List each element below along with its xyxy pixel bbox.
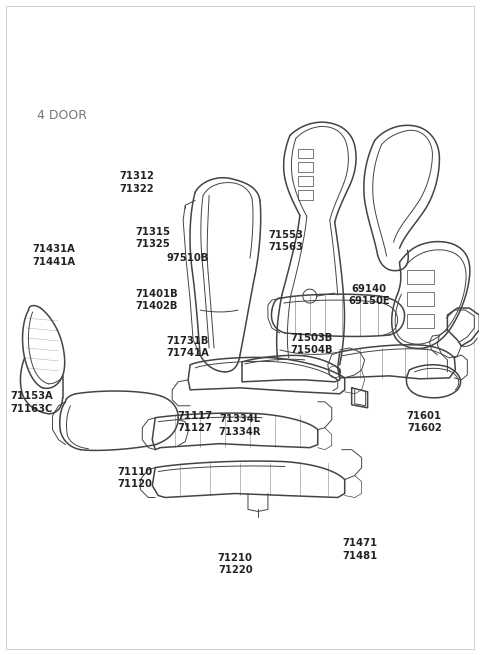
- Text: 71731B
71741A: 71731B 71741A: [166, 336, 209, 358]
- FancyBboxPatch shape: [407, 270, 434, 284]
- Text: 71503B
71504B: 71503B 71504B: [290, 333, 333, 355]
- Text: 71117
71127: 71117 71127: [178, 411, 213, 434]
- FancyBboxPatch shape: [407, 314, 434, 328]
- FancyBboxPatch shape: [298, 191, 313, 200]
- Text: 4 DOOR: 4 DOOR: [36, 109, 86, 122]
- Text: 71431A
71441A: 71431A 71441A: [33, 244, 76, 267]
- FancyBboxPatch shape: [298, 162, 313, 172]
- Text: 71315
71325: 71315 71325: [135, 227, 170, 249]
- FancyBboxPatch shape: [407, 292, 434, 306]
- FancyBboxPatch shape: [298, 149, 313, 159]
- Text: 69140
69150E: 69140 69150E: [348, 284, 390, 306]
- Text: 71471
71481: 71471 71481: [342, 538, 377, 561]
- Text: 71312
71322: 71312 71322: [120, 172, 155, 194]
- Text: 71110
71120: 71110 71120: [117, 466, 152, 489]
- Text: 71401B
71402B: 71401B 71402B: [135, 289, 178, 311]
- FancyBboxPatch shape: [298, 176, 313, 187]
- Text: 71553
71563: 71553 71563: [268, 230, 303, 252]
- Text: 71153A
71163C: 71153A 71163C: [11, 392, 53, 414]
- Text: 97510B: 97510B: [166, 253, 208, 263]
- Text: 71334L
71334R: 71334L 71334R: [219, 414, 261, 437]
- Text: 71601
71602: 71601 71602: [407, 411, 442, 434]
- Text: 71210
71220: 71210 71220: [218, 553, 252, 575]
